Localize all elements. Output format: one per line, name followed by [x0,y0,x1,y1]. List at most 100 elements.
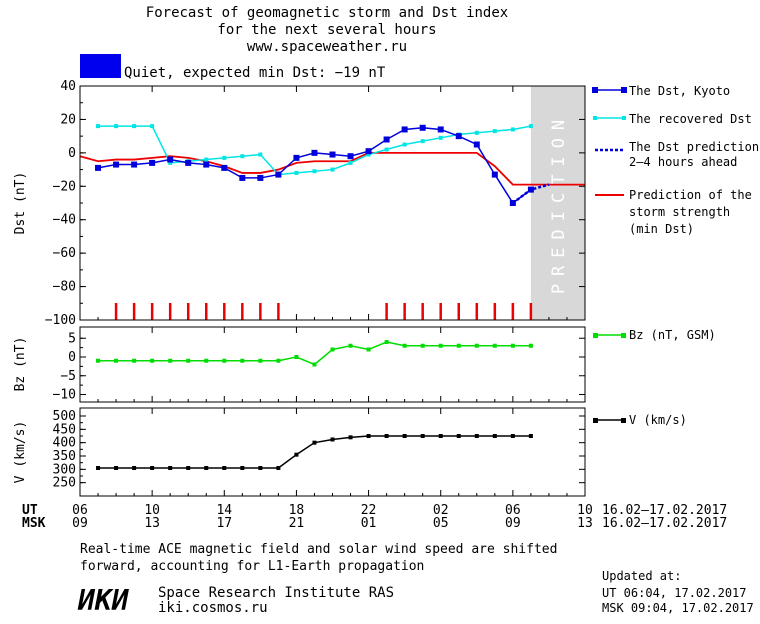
data-point [294,170,299,175]
data-point [186,466,191,470]
data-point [366,152,371,157]
data-point [528,124,533,129]
data-point [456,343,461,348]
data-point [492,129,497,134]
updated-msk: MSK 09:04, 17.02.2017 [602,601,754,615]
data-point [491,171,498,178]
footer: Real-time ACE magnetic field and solar w… [77,542,754,617]
data-point [168,466,173,470]
ytick-label: 500 [53,409,76,424]
legend: The Dst, Kyoto The recovered Dst The Dst… [592,84,759,427]
v-ylabel: V (km/s) [13,421,28,484]
data-point [114,124,119,129]
data-point [257,174,264,181]
data-point [473,141,480,148]
data-point [329,151,336,158]
data-point [96,358,101,363]
ytick-label: 40 [60,79,76,94]
data-point [383,136,390,143]
data-point [150,358,155,363]
data-point [438,135,443,140]
data-point [528,343,533,348]
status-text: Quiet, expected min Dst: −19 nT [124,65,386,81]
ytick-label: −20 [53,179,76,194]
chart-title-line1: Forecast of geomagnetic storm and Dst in… [146,5,508,21]
v-frame [79,407,586,497]
data-point [365,148,372,155]
data-point [348,343,353,348]
footer-note-line1: Real-time ACE magnetic field and solar w… [80,542,557,557]
data-point [510,434,515,438]
data-point [384,340,389,344]
data-point [492,343,497,348]
data-point [239,174,246,181]
legend-prediction-line1: The Dst prediction [629,140,759,154]
msk-tick-label: 01 [361,516,377,531]
data-point [330,347,335,352]
legend-dst-kyoto: The Dst, Kyoto [592,84,730,98]
data-point [204,157,209,162]
data-point [150,124,155,129]
data-point [402,343,407,348]
ut-tick-label: 10 [144,503,160,518]
ytick-label: 5 [68,331,76,346]
data-point [330,437,335,442]
data-point [275,171,282,178]
ytick-label: −80 [53,280,76,295]
data-point [312,362,317,367]
ytick-label: 20 [60,112,76,127]
ytick-label: 250 [53,476,76,491]
data-point [132,124,137,129]
chart-title-line2: for the next several hours [217,22,436,38]
data-point [330,167,335,172]
data-point [312,440,317,445]
msk-date-range: 16.02–17.02.2017 [602,516,727,531]
data-point [276,466,281,470]
data-point [384,434,389,438]
series-line [98,341,531,366]
ytick-label: 350 [53,449,76,464]
bz-ylabel: Bz (nT) [13,337,28,392]
data-point [474,130,479,135]
ut-tick-label: 06 [505,503,521,518]
bz-panel: 5 0 −5 −10 Bz (nT) [13,326,586,403]
data-point [366,347,371,352]
msk-tick-label: 09 [505,516,521,531]
data-point [204,358,209,363]
legend-storm-strength: Prediction of the storm strength (min Ds… [595,188,752,236]
data-point [456,434,461,438]
ut-tick-label: 22 [361,503,377,518]
data-point [474,343,479,348]
data-point [347,153,354,160]
data-point [510,127,515,132]
data-point [294,355,299,359]
data-point [222,466,227,470]
footer-site[interactable]: iki.cosmos.ru [158,600,268,616]
data-point [348,435,353,440]
ytick-label: −10 [53,388,76,403]
series-line [79,151,585,186]
legend-storm-line2: storm strength [629,205,730,219]
data-point [203,161,210,168]
ut-label: UT [22,503,38,518]
ut-tick-label: 10 [577,503,593,518]
legend-dst-kyoto-label: The Dst, Kyoto [629,84,730,98]
data-point [132,466,137,470]
data-point [258,466,263,470]
data-point [96,466,101,470]
ytick-label: 450 [53,422,76,437]
data-point [312,169,317,174]
status-swatch [80,54,121,78]
data-point [240,466,245,470]
msk-tick-label: 17 [216,516,232,531]
dst-frame [79,85,586,321]
data-point [419,124,426,131]
legend-v-label: V (km/s) [629,413,687,427]
data-point [420,434,425,438]
data-point [168,160,173,165]
data-point [402,142,407,147]
data-point [366,434,371,438]
data-point [132,358,137,363]
data-point [131,161,138,168]
series-line [97,127,532,205]
